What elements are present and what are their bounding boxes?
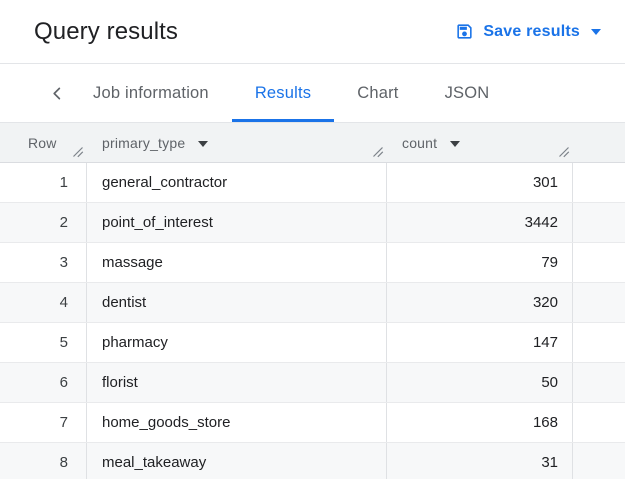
- tab-job-information[interactable]: Job information: [70, 64, 232, 122]
- row-number-cell: 4: [0, 283, 87, 322]
- column-resize-handle[interactable]: [558, 146, 570, 158]
- filler-cell: [573, 323, 625, 362]
- primary-type-cell: pharmacy: [87, 323, 387, 362]
- filler-cell: [573, 443, 625, 479]
- table-header-row: Row primary_type count: [0, 123, 625, 163]
- table-row: 3 massage 79: [0, 243, 625, 283]
- count-cell: 79: [387, 243, 573, 282]
- column-header-primary-type[interactable]: primary_type: [87, 123, 387, 162]
- filler-cell: [573, 363, 625, 402]
- filler-cell: [573, 243, 625, 282]
- table-row: 4 dentist 320: [0, 283, 625, 323]
- column-menu-caret-icon[interactable]: [198, 140, 209, 147]
- primary-type-cell: home_goods_store: [87, 403, 387, 442]
- count-cell: 50: [387, 363, 573, 402]
- row-number-cell: 6: [0, 363, 87, 402]
- table-row: 6 florist 50: [0, 363, 625, 403]
- column-header-count[interactable]: count: [387, 123, 573, 162]
- primary-type-cell: dentist: [87, 283, 387, 322]
- column-resize-handle[interactable]: [72, 146, 84, 158]
- chevron-left-icon[interactable]: [44, 64, 70, 122]
- table-row: 1 general_contractor 301: [0, 163, 625, 203]
- count-cell: 31: [387, 443, 573, 479]
- row-number-cell: 1: [0, 163, 87, 202]
- table-row: 7 home_goods_store 168: [0, 403, 625, 443]
- tab-json[interactable]: JSON: [422, 64, 513, 122]
- count-cell: 3442: [387, 203, 573, 242]
- count-cell: 147: [387, 323, 573, 362]
- primary-type-cell: florist: [87, 363, 387, 402]
- panel-header: Query results Save results: [0, 0, 625, 64]
- filler-cell: [573, 283, 625, 322]
- filler-cell: [573, 203, 625, 242]
- page-title: Query results: [34, 17, 179, 45]
- row-number-cell: 2: [0, 203, 87, 242]
- tab-chart[interactable]: Chart: [334, 64, 421, 122]
- column-header-row-label: Row: [28, 134, 57, 151]
- primary-type-cell: massage: [87, 243, 387, 282]
- row-number-cell: 3: [0, 243, 87, 282]
- primary-type-cell: general_contractor: [87, 163, 387, 202]
- table-row: 2 point_of_interest 3442: [0, 203, 625, 243]
- column-header-count-label: count: [402, 134, 438, 151]
- filler-cell: [573, 403, 625, 442]
- table-row: 5 pharmacy 147: [0, 323, 625, 363]
- primary-type-cell: meal_takeaway: [87, 443, 387, 479]
- save-results-label: Save results: [483, 22, 580, 40]
- count-cell: 168: [387, 403, 573, 442]
- column-header-filler: [573, 123, 625, 162]
- dropdown-caret-icon: [591, 28, 601, 35]
- count-cell: 320: [387, 283, 573, 322]
- save-icon: [455, 22, 474, 41]
- results-tabbar: Job information Results Chart JSON: [0, 64, 625, 123]
- column-header-primary-type-label: primary_type: [102, 134, 186, 151]
- filler-cell: [573, 163, 625, 202]
- tab-results[interactable]: Results: [231, 64, 335, 122]
- count-cell: 301: [387, 163, 573, 202]
- save-results-button[interactable]: Save results: [455, 22, 601, 41]
- column-resize-handle[interactable]: [372, 146, 384, 158]
- table-body: 1 general_contractor 301 2 point_of_inte…: [0, 163, 625, 479]
- row-number-cell: 8: [0, 443, 87, 479]
- column-menu-caret-icon[interactable]: [450, 140, 461, 147]
- row-number-cell: 5: [0, 323, 87, 362]
- primary-type-cell: point_of_interest: [87, 203, 387, 242]
- column-header-row: Row: [0, 123, 87, 162]
- row-number-cell: 7: [0, 403, 87, 442]
- table-row: 8 meal_takeaway 31: [0, 443, 625, 479]
